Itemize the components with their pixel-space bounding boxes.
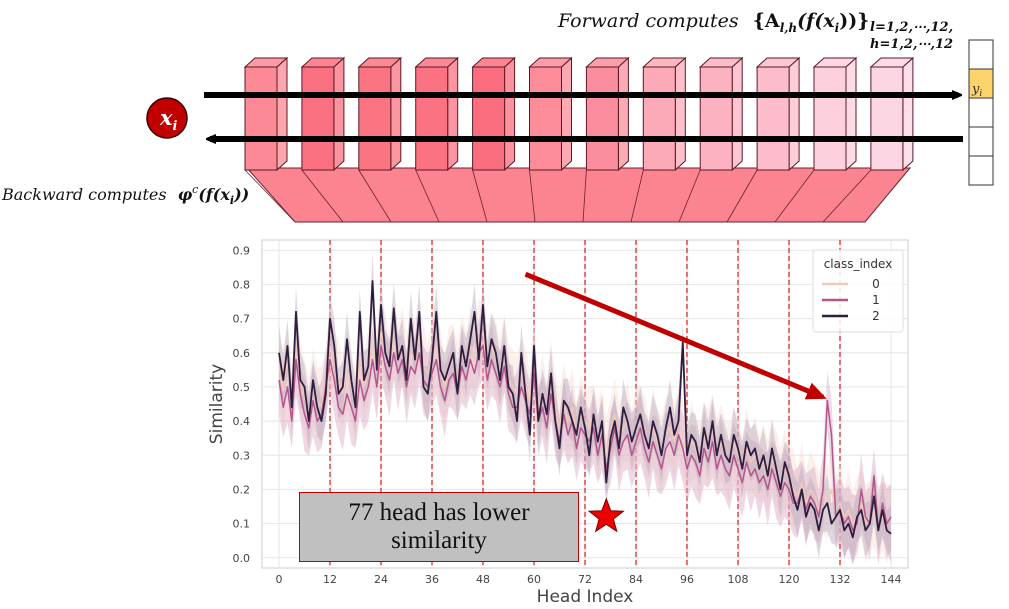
backward-formula-rest-sub: i bbox=[230, 194, 234, 207]
x-tick-label: 72 bbox=[578, 573, 592, 586]
x-tick-label: 108 bbox=[728, 573, 749, 586]
slab-divider bbox=[726, 169, 758, 223]
slab-divider bbox=[415, 169, 440, 223]
backward-caption: Backward computes bbox=[1, 185, 167, 204]
legend-entry-2: 2 bbox=[872, 309, 880, 323]
legend-entry-0: 0 bbox=[872, 277, 880, 291]
backward-formula-rest: (f(x bbox=[198, 185, 230, 204]
slab-divider bbox=[244, 169, 296, 223]
layer-block bbox=[414, 56, 460, 172]
y-tick-label: 0.9 bbox=[233, 244, 251, 257]
output-cell bbox=[968, 126, 994, 157]
x-tick-label: 0 bbox=[276, 573, 283, 586]
annotation-note: 77 head has lower similarity bbox=[299, 492, 579, 562]
layer-block bbox=[585, 56, 630, 172]
svg-text:yi: yi bbox=[971, 82, 982, 99]
svg-text:Backward computes φc(f(xi): Backward computes φc(f(xi)) bbox=[1, 183, 249, 207]
y-tick-label: 0.7 bbox=[233, 313, 251, 326]
input-subscript: i bbox=[173, 119, 178, 134]
legend-entry-1: 1 bbox=[872, 293, 880, 307]
legend-title: class_index bbox=[824, 257, 893, 271]
svg-text:Forward computes {Al,h(f(x: Forward computes {Al,h(f(xi))} bbox=[557, 10, 869, 35]
output-vector bbox=[968, 39, 994, 186]
layer-block bbox=[641, 56, 687, 172]
star-marker bbox=[587, 497, 625, 533]
y-tick-label: 0.4 bbox=[233, 415, 251, 428]
layer-block bbox=[698, 56, 744, 172]
slab-divider bbox=[774, 169, 815, 223]
backward-formula-sup: c bbox=[192, 183, 198, 196]
forward-caption: Forward computes bbox=[557, 10, 739, 32]
trend-arrow bbox=[524, 271, 827, 400]
x-tick-label: 132 bbox=[830, 573, 851, 586]
y-tick-label: 0.3 bbox=[233, 449, 251, 462]
x-axis-label: Head Index bbox=[537, 587, 634, 607]
backward-formula-close: )) bbox=[233, 185, 249, 204]
input-label: x bbox=[159, 105, 173, 130]
layer-block bbox=[243, 56, 289, 172]
series-line-2 bbox=[278, 280, 892, 539]
slab-divider bbox=[472, 169, 488, 223]
x-tick-label: 144 bbox=[881, 573, 902, 586]
x-tick-label: 36 bbox=[425, 573, 439, 586]
output-cell bbox=[968, 155, 994, 186]
annotation-note-text: 77 head has lower similarity bbox=[348, 499, 530, 554]
forward-formula-rest-sub: i bbox=[835, 21, 840, 35]
gradient-map-slab bbox=[245, 167, 912, 223]
x-tick-label: 12 bbox=[323, 573, 337, 586]
input-node bbox=[146, 97, 188, 139]
y-tick-label: 0.2 bbox=[233, 483, 251, 496]
y-axis-label: Similarity bbox=[207, 364, 227, 444]
layer-block bbox=[869, 56, 915, 172]
x-tick-label: 96 bbox=[680, 573, 694, 586]
x-tick-label: 60 bbox=[527, 573, 541, 586]
slab-divider bbox=[678, 169, 701, 223]
forward-formula: {A bbox=[753, 10, 780, 32]
x-tick-label: 24 bbox=[374, 573, 388, 586]
output-subscript: i bbox=[979, 89, 982, 99]
slab-divider bbox=[529, 169, 536, 223]
y-tick-label: 0.6 bbox=[233, 347, 251, 360]
series-lines bbox=[278, 280, 892, 539]
x-tick-label: 120 bbox=[779, 573, 800, 586]
x-tick-labels: 0 12 24 36 48 60 72 84 96 108 120 132 144 bbox=[276, 573, 902, 586]
backward-formula: φ bbox=[178, 185, 193, 204]
y-tick-labels: 0.0 0.1 0.2 0.3 0.4 0.5 0.6 0.7 0.8 0.9 bbox=[233, 244, 251, 565]
forward-formula-close: ))} bbox=[839, 10, 869, 32]
layer-block bbox=[755, 56, 801, 172]
x-tick-label: 84 bbox=[629, 573, 643, 586]
forward-formula-sub: l,h bbox=[780, 21, 797, 35]
slab-divider bbox=[822, 169, 872, 223]
forward-index-h: h=1,2,⋯,12 bbox=[870, 37, 953, 52]
y-tick-label: 0.1 bbox=[233, 518, 251, 531]
forward-index-l: l=1,2,⋯,12, bbox=[870, 20, 953, 35]
series-line-1 bbox=[278, 345, 892, 532]
y-tick-label: 0.8 bbox=[233, 278, 251, 291]
legend: class_index 0 1 2 bbox=[812, 249, 904, 333]
forward-formula-rest: (f(x bbox=[797, 10, 835, 32]
layer-block bbox=[300, 56, 346, 172]
y-tick-label: 0.5 bbox=[233, 381, 251, 394]
svg-text:xi: xi bbox=[159, 105, 178, 134]
x-tick-label: 48 bbox=[476, 573, 490, 586]
layer-block bbox=[812, 56, 858, 172]
layer-block bbox=[528, 56, 573, 172]
slab-divider bbox=[358, 169, 392, 223]
output-label: y bbox=[971, 82, 980, 97]
slab-divider bbox=[582, 169, 587, 223]
slab-divider bbox=[301, 169, 344, 223]
transformer-layers bbox=[243, 56, 915, 172]
layer-block bbox=[471, 56, 516, 172]
y-tick-label: 0.0 bbox=[233, 552, 251, 565]
confidence-band-2 bbox=[279, 252, 891, 565]
slab-divider bbox=[630, 169, 644, 223]
output-cell bbox=[968, 97, 994, 128]
output-cell bbox=[968, 39, 994, 70]
layer-block bbox=[357, 56, 403, 172]
